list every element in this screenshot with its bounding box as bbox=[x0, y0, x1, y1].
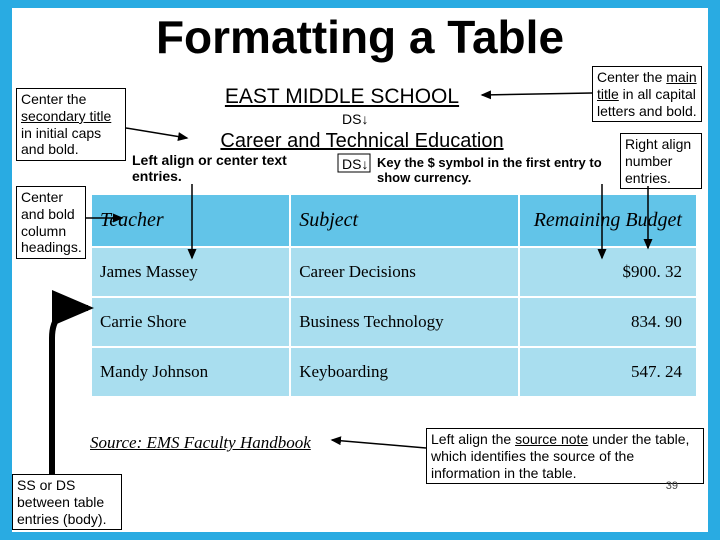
down-arrow-icon: ↓ bbox=[361, 156, 368, 172]
callout-ssds: SS or DS between table entries (body). bbox=[12, 474, 122, 530]
col-teacher: Teacher bbox=[91, 194, 290, 247]
table-header-row: Teacher Subject Remaining Budget bbox=[91, 194, 697, 247]
page-title: Formatting a Table bbox=[12, 10, 708, 64]
slide-number: 39 bbox=[666, 480, 678, 492]
main-school-title: EAST MIDDLE SCHOOL bbox=[192, 85, 492, 109]
secondary-title: Career and Technical Education bbox=[162, 130, 562, 153]
budget-table: Teacher Subject Remaining Budget James M… bbox=[90, 193, 698, 398]
callout-main-title: Center the main title in all capital let… bbox=[592, 66, 702, 122]
table-row: James Massey Career Decisions $900. 32 bbox=[91, 247, 697, 297]
callout-right-align: Right align number entries. bbox=[620, 133, 702, 189]
callout-secondary-title: Center the secondary title in initial ca… bbox=[16, 88, 126, 161]
col-subject: Subject bbox=[290, 194, 519, 247]
source-note: Source: EMS Faculty Handbook bbox=[90, 433, 311, 453]
down-arrow-icon: ↓ bbox=[361, 111, 368, 127]
col-budget: Remaining Budget bbox=[519, 194, 697, 247]
table-row: Mandy Johnson Keyboarding 547. 24 bbox=[91, 347, 697, 397]
note-left-align: Left align or center text entries. bbox=[132, 152, 302, 184]
callout-headings: Center and bold column headings. bbox=[16, 186, 86, 259]
ds-label-2: DS↓ bbox=[342, 156, 368, 172]
table-row: Carrie Shore Business Technology 834. 90 bbox=[91, 297, 697, 347]
ds-label-1: DS↓ bbox=[342, 111, 368, 127]
note-currency: Key the $ symbol in the first entry to s… bbox=[377, 155, 607, 185]
callout-source-note: Left align the source note under the tab… bbox=[426, 428, 704, 484]
